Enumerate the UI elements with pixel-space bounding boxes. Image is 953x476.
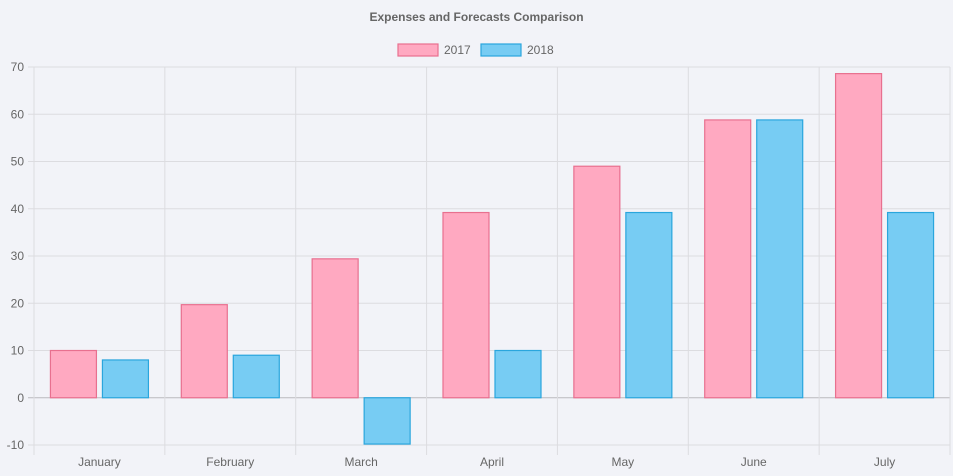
y-tick-label: 20 bbox=[11, 296, 25, 310]
x-tick-label: January bbox=[78, 455, 121, 469]
bar-2017-january bbox=[49, 349, 98, 399]
bar-2018-june bbox=[756, 119, 804, 399]
bar-2017-february bbox=[180, 304, 228, 399]
x-tick-label: April bbox=[480, 455, 504, 469]
bar-2018-january bbox=[101, 359, 150, 399]
y-tick-label: 70 bbox=[11, 60, 25, 74]
x-axis: January February March April May June July bbox=[78, 455, 895, 469]
bar-2018-july bbox=[886, 211, 935, 399]
legend-swatch-2017 bbox=[397, 43, 439, 57]
y-tick-label: 60 bbox=[11, 107, 25, 121]
legend-swatch-2018 bbox=[480, 43, 522, 57]
bars bbox=[49, 73, 935, 445]
legend-label-2018: 2018 bbox=[527, 43, 554, 57]
x-tick-label: June bbox=[741, 455, 767, 469]
y-tick-label: 0 bbox=[17, 391, 24, 405]
x-tick-label: March bbox=[344, 455, 377, 469]
legend: 2017 2018 bbox=[397, 43, 554, 57]
y-tick-label: 30 bbox=[11, 249, 25, 263]
bar-2018-april bbox=[494, 349, 542, 399]
bar-2018-may bbox=[625, 211, 673, 399]
bar-2017-march bbox=[311, 258, 359, 399]
x-tick-label: February bbox=[206, 455, 254, 469]
chart-title: Expenses and Forecasts Comparison bbox=[369, 10, 583, 24]
x-tick-label: July bbox=[874, 455, 895, 469]
y-axis: 70 60 50 40 30 20 10 0 -10 bbox=[7, 60, 25, 452]
x-tick-label: May bbox=[612, 455, 635, 469]
bar-2017-may bbox=[573, 165, 621, 399]
bar-2018-february bbox=[232, 354, 280, 399]
bar-2017-april bbox=[442, 211, 490, 399]
bar-2017-july bbox=[834, 73, 883, 399]
y-tick-label: 50 bbox=[11, 155, 25, 169]
legend-label-2017: 2017 bbox=[444, 43, 471, 57]
bar-2017-june bbox=[704, 119, 752, 399]
y-tick-label: 40 bbox=[11, 202, 25, 216]
y-tick-label: -10 bbox=[7, 438, 25, 452]
bar-2018-march bbox=[363, 397, 411, 445]
y-tick-label: 10 bbox=[11, 344, 25, 358]
